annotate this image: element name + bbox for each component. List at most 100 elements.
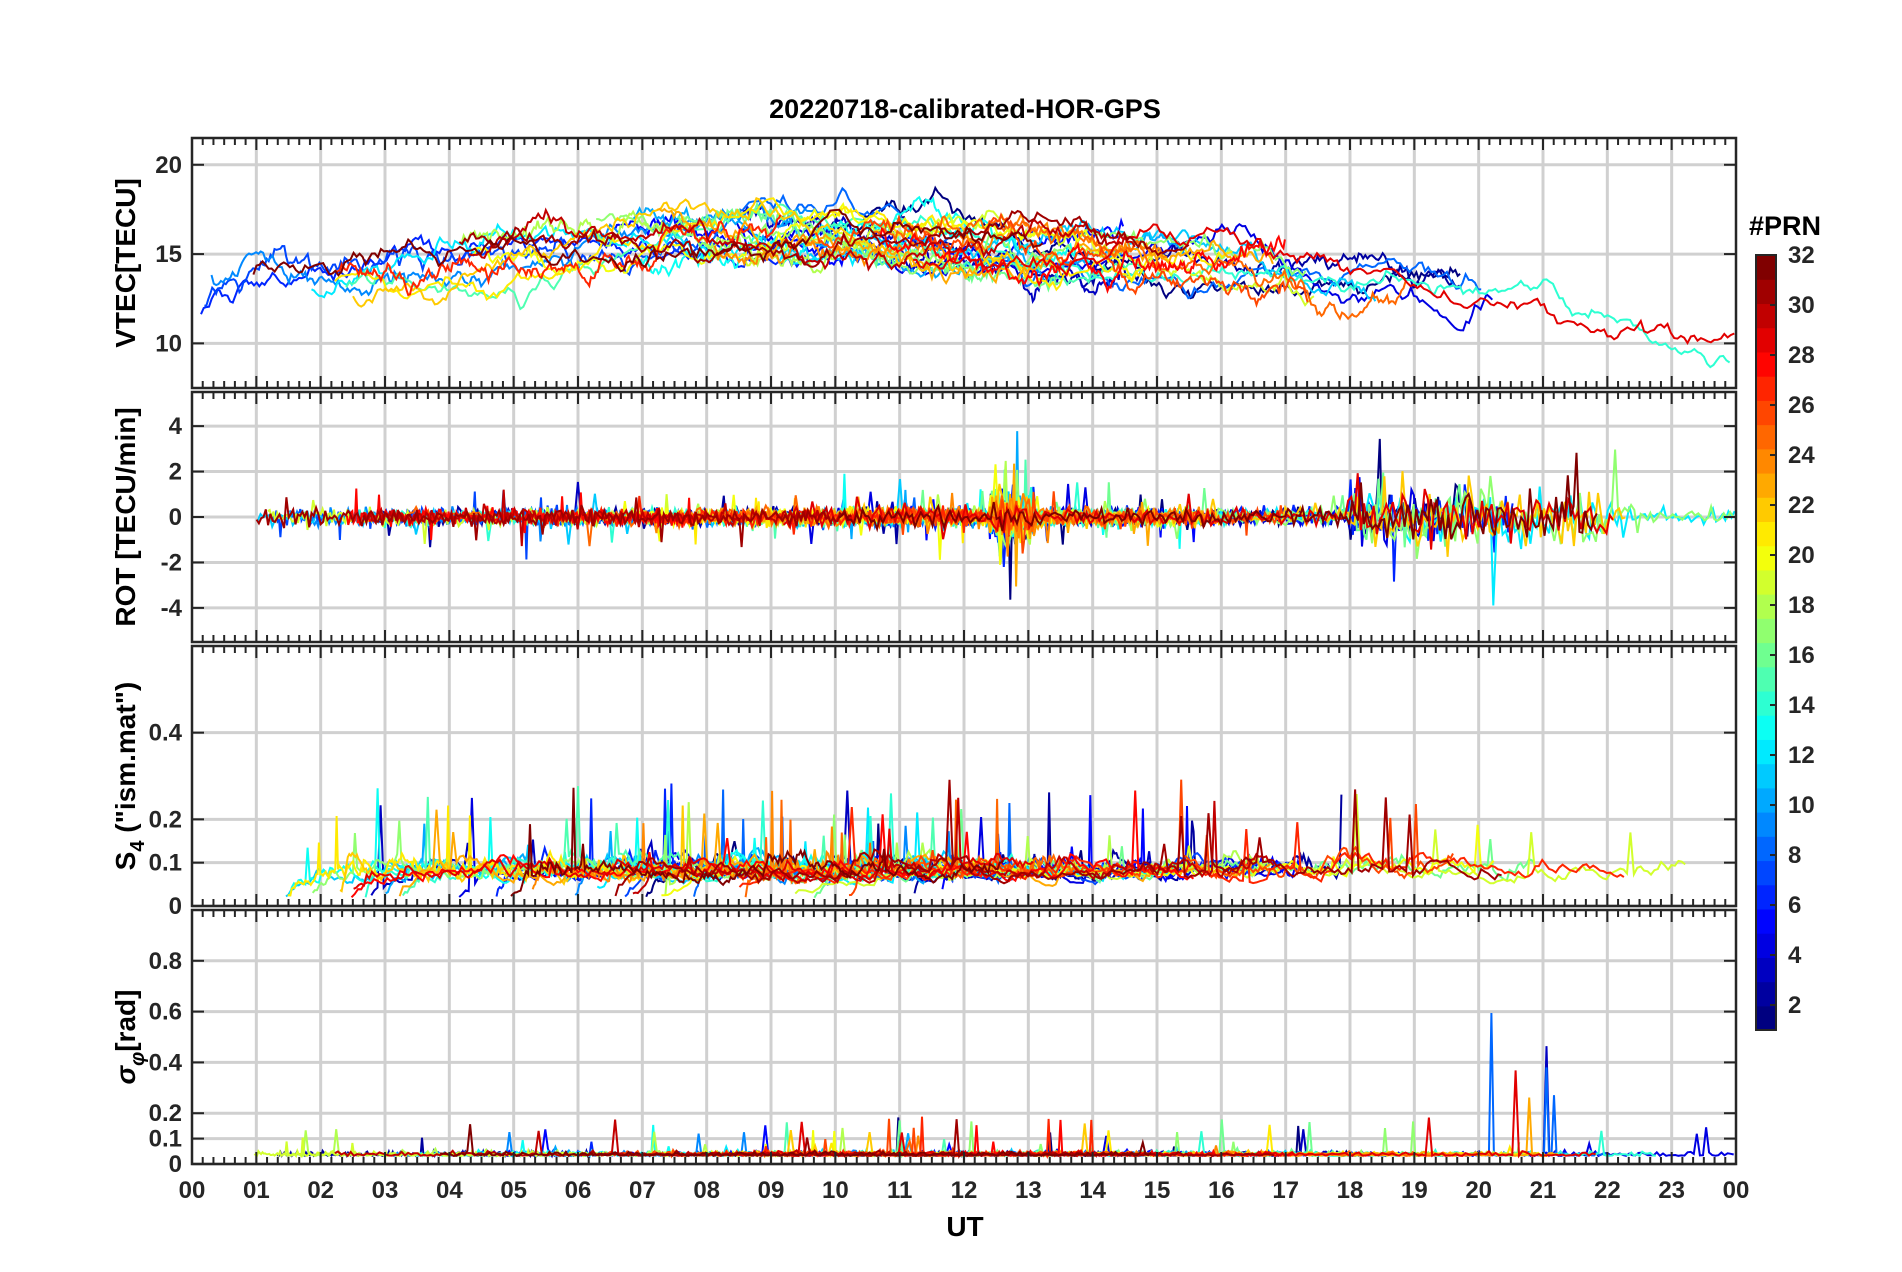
- y-tick-label-s4: 0: [169, 893, 182, 920]
- colorbar-tick-label: 18: [1788, 592, 1815, 619]
- y-tick-label-rot: 4: [169, 413, 183, 440]
- panel-rot: -4 -2 0 2 4 ROT [TECU/min]: [110, 390, 1738, 644]
- colorbar-tick-label: 24: [1788, 442, 1815, 469]
- colorbar-tick-label: 8: [1788, 842, 1801, 869]
- x-tick-label: 08: [693, 1177, 720, 1204]
- colorbar-segment: [1756, 279, 1776, 305]
- series-line-prn-30: [468, 207, 1136, 272]
- y-tick-label-rot: 2: [169, 459, 182, 486]
- x-tick-label: 03: [372, 1177, 399, 1204]
- x-tick-label: 18: [1337, 1177, 1364, 1204]
- x-axis-label: UT: [946, 1211, 983, 1242]
- y-tick-label-sigma: 0: [169, 1151, 182, 1178]
- colorbar-tick-label: 14: [1788, 692, 1815, 719]
- colorbar-segment: [1756, 787, 1776, 813]
- series-line-prn-32: [439, 1124, 1152, 1158]
- axes-frame-vtec: [190, 136, 1738, 390]
- axes-frame-s4: [190, 644, 1738, 908]
- colorbar-tick-label: 4: [1788, 942, 1802, 969]
- x-tick-label: 14: [1079, 1177, 1106, 1204]
- colorbar-tick-label: 10: [1788, 792, 1815, 819]
- x-tick-label: 04: [436, 1177, 463, 1204]
- axes-frame-sigma: [190, 908, 1738, 1166]
- colorbar-segment: [1756, 908, 1776, 934]
- colorbar-frame: [1755, 254, 1777, 1031]
- colorbar-tick-label: 12: [1788, 742, 1815, 769]
- colorbar-segment: [1756, 618, 1776, 644]
- colorbar-segment: [1756, 472, 1776, 498]
- colorbar-segment: [1756, 715, 1776, 740]
- x-tick-label: 01: [243, 1177, 270, 1204]
- x-tick-label: 19: [1401, 1177, 1428, 1204]
- y-tick-label-sigma: 0.2: [149, 1100, 182, 1127]
- colorbar-segment: [1756, 448, 1776, 474]
- series-line-prn-23: [683, 463, 1205, 587]
- y-axis-label-rot: ROT [TECU/min]: [110, 407, 141, 626]
- colorbar-segment: [1756, 957, 1776, 983]
- colorbar-segment: [1756, 642, 1776, 668]
- colorbar-segment: [1756, 812, 1776, 837]
- colorbar-segment: [1756, 424, 1776, 450]
- x-tick-label: 12: [951, 1177, 978, 1204]
- x-tick-label: 07: [629, 1177, 656, 1204]
- y-tick-label-vtec: 10: [155, 330, 182, 357]
- colorbar-segment: [1756, 860, 1776, 886]
- panel-s4: 0 0.1 0.2 0.4S4 ("ism.mat"): [110, 644, 1738, 920]
- series-line-prn-29: [913, 223, 1735, 346]
- colorbar-tick-label: 16: [1788, 642, 1815, 669]
- colorbar-segment: [1756, 690, 1776, 716]
- x-tick-label: 15: [1144, 1177, 1171, 1204]
- colorbar-segment: [1756, 351, 1776, 377]
- series-group-sigma: [253, 1012, 1734, 1160]
- series-line-prn-32: [838, 452, 1598, 540]
- x-tick-label: 02: [307, 1177, 334, 1204]
- colorbar-tick-label: 6: [1788, 892, 1801, 919]
- colorbar-segment: [1756, 327, 1776, 353]
- colorbar-segment: [1756, 666, 1776, 692]
- y-tick-label-rot: 0: [169, 504, 182, 531]
- y-tick-label-rot: -4: [161, 595, 183, 622]
- series-group-s4: [285, 779, 1686, 899]
- y-tick-label-s4: 0.2: [149, 806, 182, 833]
- colorbar-segment: [1756, 594, 1776, 619]
- x-tick-label: 17: [1272, 1177, 1299, 1204]
- colorbar-segment: [1756, 981, 1776, 1007]
- colorbar-segment: [1756, 763, 1776, 789]
- series-group-rot: [255, 431, 1736, 606]
- x-tick-label: 21: [1530, 1177, 1557, 1204]
- x-tick-label: 23: [1658, 1177, 1685, 1204]
- colorbar-segment: [1756, 303, 1776, 329]
- series-line-prn-31: [614, 779, 1502, 897]
- colorbar-segment: [1756, 255, 1776, 280]
- y-tick-label-sigma: 0.1: [149, 1126, 182, 1153]
- colorbar-segment: [1756, 569, 1776, 595]
- panel-vtec: 10 15 20 VTEC[TECU]: [110, 136, 1738, 390]
- series-line-prn-22: [352, 197, 1063, 308]
- series-line-prn-32: [252, 208, 1044, 277]
- y-axis-label-vtec: VTEC[TECU]: [110, 178, 141, 348]
- y-tick-label-sigma: 0.6: [149, 999, 182, 1026]
- series-line-prn-32: [510, 787, 1005, 897]
- series-line-prn-28: [350, 790, 1195, 898]
- colorbar-segment: [1756, 739, 1776, 765]
- x-tick-label: 10: [822, 1177, 849, 1204]
- colorbar-tick-label: 30: [1788, 292, 1815, 319]
- y-axis-label-sigma: σφ[rad]: [110, 990, 149, 1085]
- y-tick-label-s4: 0.4: [149, 720, 183, 747]
- x-tick-label: 06: [565, 1177, 592, 1204]
- x-tick-label: 22: [1594, 1177, 1621, 1204]
- series-line-prn-27: [738, 807, 1625, 888]
- x-tick-label: 05: [500, 1177, 527, 1204]
- y-tick-label-sigma: 0.4: [149, 1049, 183, 1076]
- colorbar-segment: [1756, 376, 1776, 401]
- colorbar-segments: [1756, 255, 1776, 1031]
- panel-sigma: 00.10.2 0.4 0.6 0.8σφ[rad] 00 01 02 03 04 05 06 07 0…: [110, 908, 1750, 1204]
- colorbar-tick-label: 26: [1788, 392, 1815, 419]
- x-tick-label: 00: [1723, 1177, 1750, 1204]
- x-tick-label: 13: [1015, 1177, 1042, 1204]
- series-line-prn-29: [353, 828, 1034, 890]
- colorbar-segment: [1756, 545, 1776, 571]
